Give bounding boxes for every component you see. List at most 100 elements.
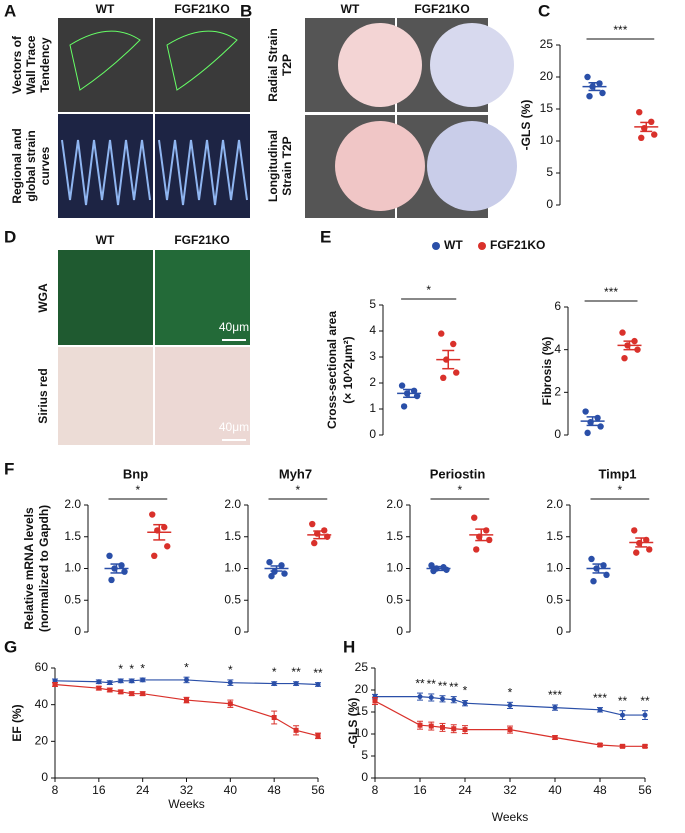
dot [440, 374, 447, 381]
column-label: WT [96, 233, 115, 247]
significance: * [129, 662, 134, 676]
panel-b-images [305, 18, 517, 218]
dot [621, 355, 628, 362]
dot [633, 549, 640, 556]
dot [268, 572, 275, 580]
bullseye [427, 121, 517, 211]
image [155, 250, 250, 345]
row-label: T2P [280, 54, 294, 76]
panel-letter: D [4, 227, 16, 246]
point [107, 680, 113, 686]
x-tick-label: 48 [593, 783, 607, 797]
scale-bar-label: 40μm [219, 420, 249, 434]
point [140, 677, 146, 683]
y-axis-label: -GLS (%) [519, 100, 533, 151]
row-label: global strain [24, 130, 38, 201]
point [372, 698, 378, 704]
x-tick-label: 40 [548, 783, 562, 797]
point [462, 700, 468, 706]
x-tick-label: 16 [413, 783, 427, 797]
trace [69, 30, 141, 91]
scale-bar-label: 40μm [219, 320, 249, 334]
legend-label: WT [444, 238, 463, 252]
y-axis-label: Cross-sectional area [325, 311, 339, 429]
significance: * [463, 684, 468, 698]
row-label: Regional and [10, 128, 24, 203]
y-tick-label: 2 [554, 385, 561, 399]
panel-letter: E [320, 227, 331, 246]
significance: * [296, 483, 301, 497]
y-tick-label: 1 [369, 401, 376, 415]
point [462, 727, 468, 733]
y-tick-label: 1.0 [546, 561, 563, 575]
point [118, 689, 124, 695]
point [507, 702, 513, 708]
point [293, 681, 299, 687]
x-tick-label: 56 [311, 783, 325, 797]
dot [453, 369, 460, 376]
point [552, 705, 558, 711]
panel-letter: B [240, 1, 252, 20]
y-axis-label: (normalized to Gapdh) [37, 505, 51, 632]
y-tick-label: 20 [540, 69, 554, 83]
x-tick-label: 8 [52, 783, 59, 797]
y-tick-label: 40 [35, 697, 49, 711]
point [552, 735, 558, 741]
y-tick-label: 6 [554, 299, 561, 313]
dot [599, 89, 606, 97]
x-tick-label: 56 [638, 783, 652, 797]
dot [631, 527, 638, 534]
dot [483, 527, 490, 534]
image [58, 18, 153, 112]
point [271, 681, 277, 687]
y-tick-label: 1.5 [386, 529, 403, 543]
y-tick-label: 4 [554, 342, 561, 356]
point [642, 712, 648, 718]
row-label: Strain T2P [280, 136, 294, 195]
y-tick-label: 1.5 [64, 529, 81, 543]
point [293, 727, 299, 733]
y-tick-label: 25 [355, 660, 369, 674]
significance: ** [415, 676, 425, 690]
point [96, 679, 102, 685]
dot [438, 330, 445, 337]
significance: * [228, 663, 233, 677]
point [271, 715, 277, 720]
dot [636, 109, 643, 116]
x-tick-label: 32 [180, 783, 194, 797]
point [620, 712, 625, 718]
dot [634, 346, 641, 353]
dot [151, 552, 158, 559]
dot [266, 558, 273, 566]
legend-label: FGF21KO [490, 238, 545, 252]
y-tick-label: 5 [361, 748, 368, 762]
y-tick-label: 1.0 [386, 561, 403, 575]
row-label: Longitudinal [266, 130, 280, 202]
y-tick-label: 1.0 [64, 561, 81, 575]
dot [108, 576, 115, 584]
point [507, 727, 513, 733]
point [52, 682, 58, 687]
y-tick-label: 1.5 [224, 529, 241, 543]
dot [486, 536, 493, 544]
dot [590, 578, 597, 585]
dot [651, 131, 658, 138]
point [315, 733, 321, 739]
significance: *** [613, 23, 627, 37]
y-tick-label: 1.0 [224, 561, 241, 575]
significance: ** [291, 665, 301, 679]
x-tick-label: 48 [267, 783, 281, 797]
significance: ** [449, 680, 459, 694]
column-label: WT [96, 2, 115, 16]
y-axis-label: Fibrosis (%) [540, 337, 554, 406]
y-tick-label: 10 [355, 726, 369, 740]
image [58, 347, 153, 445]
legend-marker [432, 242, 440, 250]
column-label: WT [341, 2, 360, 16]
y-tick-label: 15 [355, 704, 369, 718]
y-tick-label: 0.5 [224, 592, 241, 606]
dot [584, 73, 591, 81]
y-tick-label: 0 [234, 624, 241, 638]
significance: * [458, 483, 463, 497]
